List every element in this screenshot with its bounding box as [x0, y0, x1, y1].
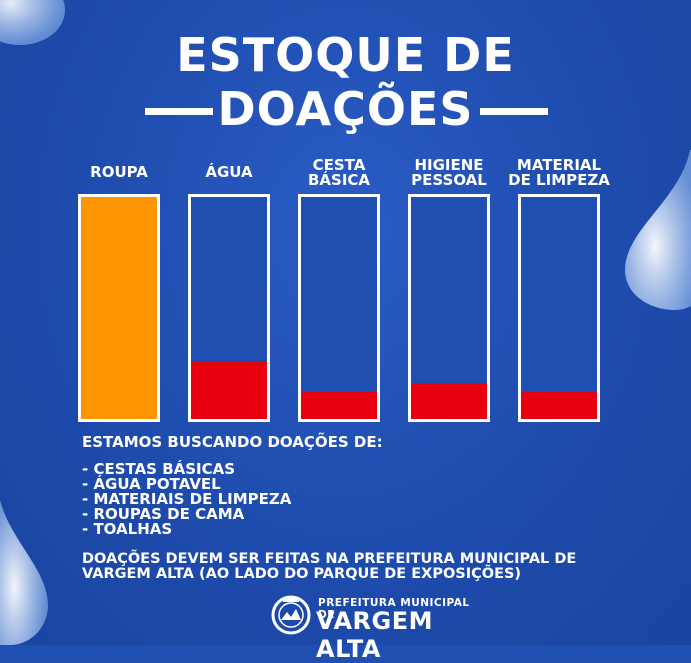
category-label: HIGIENE PESSOAL	[411, 156, 487, 189]
title-dash-left	[145, 108, 213, 115]
list-item: - ÁGUA POTAVEL	[82, 475, 221, 493]
location-line-1: DOAÇÕES DEVEM SER FEITAS NA PREFEITURA M…	[82, 551, 577, 567]
water-drop-icon	[625, 150, 691, 310]
city-logo: PREFEITURA MUNICIPAL DE VARGEM ALTA	[270, 594, 470, 663]
seeking-heading: ESTAMOS BUSCANDO DOAÇÕES DE:	[82, 433, 383, 451]
bar-frame	[188, 194, 270, 422]
bar-frame	[518, 194, 600, 422]
needs-list: - CESTAS BÁSICAS - ÁGUA POTAVEL - MATERI…	[82, 462, 291, 537]
category-label: ÁGUA	[205, 163, 253, 181]
bar-frame	[78, 194, 160, 422]
water-drop-icon	[0, 0, 65, 45]
list-item: - ROUPAS DE CAMA	[82, 505, 245, 523]
municipal-seal-icon	[271, 595, 311, 635]
donation-location: DOAÇÕES DEVEM SER FEITAS NA PREFEITURA M…	[82, 552, 576, 582]
category-label: MATERIAL DE LIMPEZA	[508, 156, 610, 189]
bar	[191, 361, 267, 419]
bar	[81, 197, 157, 419]
title-line-2: DOAÇÕES	[217, 82, 474, 136]
list-item: - TOALHAS	[82, 520, 173, 538]
category-label: CESTA BÁSICA	[307, 156, 371, 189]
title-dash-right	[480, 108, 548, 115]
bar-frame	[408, 194, 490, 422]
logo-title: VARGEM ALTA	[316, 607, 433, 663]
logo-subtitle: PREFEITURA MUNICIPAL DE	[318, 597, 470, 621]
water-drop-icon	[0, 500, 48, 645]
title-line-1: ESTOQUE DE	[176, 28, 515, 82]
list-item: - CESTAS BÁSICAS	[82, 460, 236, 478]
bar-frame	[298, 194, 380, 422]
list-item: - MATERIAIS DE LIMPEZA	[82, 490, 292, 508]
bar	[301, 392, 377, 419]
bar	[521, 392, 597, 419]
category-label: ROUPA	[90, 163, 148, 181]
location-line-2: VARGEM ALTA (AO LADO DO PARQUE DE EXPOSI…	[82, 566, 522, 582]
bar	[411, 383, 487, 419]
